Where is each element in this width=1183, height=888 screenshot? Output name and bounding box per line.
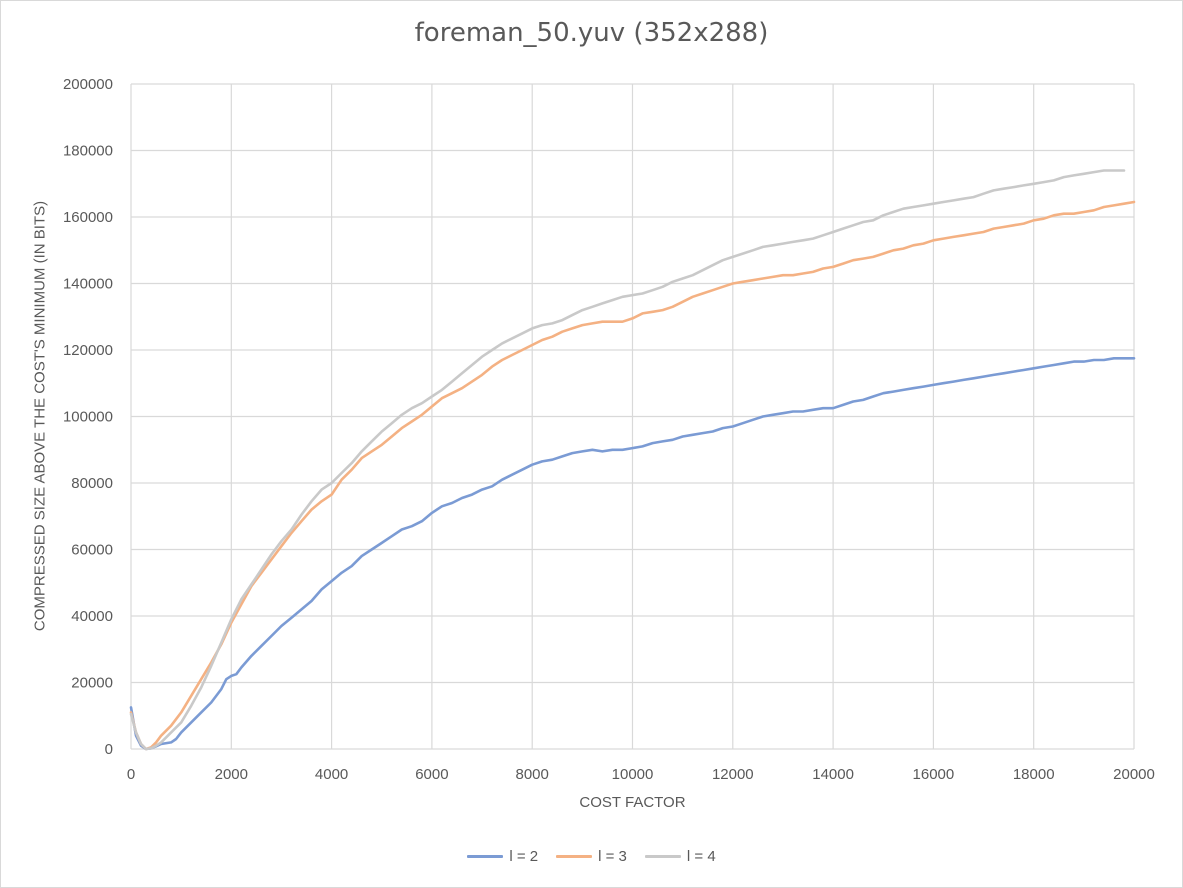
y-axis-title: COMPRESSED SIZE ABOVE THE COST'S MINIMUM… [31,200,49,632]
x-tick-label: 2000 [215,766,248,783]
y-tick-label: 120000 [63,342,113,359]
legend-swatch [644,855,681,858]
y-tick-label: 180000 [63,143,113,160]
y-tick-label: 100000 [63,409,113,426]
x-tick-label: 8000 [516,766,549,783]
legend-item: l = 2 [467,848,538,865]
y-tick-label: 60000 [71,542,113,559]
legend-label: l = 4 [686,848,716,865]
x-tick-label: 0 [127,766,135,783]
y-tick-label: 200000 [63,76,113,93]
gridlines [131,83,1135,749]
x-tick-label: 10000 [612,766,654,783]
x-tick-label: 12000 [712,766,754,783]
y-tick-label: 40000 [71,608,113,625]
legend: l = 2 l = 3 l = 4 [0,848,1183,865]
x-tick-label: 14000 [812,766,854,783]
x-tick-label: 16000 [913,766,955,783]
x-tick-label: 4000 [315,766,348,783]
y-tick-label: 80000 [71,475,113,492]
x-tick-label: 20000 [1113,766,1155,783]
series-line-1 [129,356,1136,751]
x-tick-label: 6000 [415,766,448,783]
series-line-2 [129,200,1136,751]
x-axis-title: COST FACTOR [579,794,686,811]
chart-title: foreman_50.yuv (352x288) [414,18,769,48]
legend-item: l = 3 [556,848,627,865]
y-tick-label: 160000 [63,209,113,226]
axes [130,84,1134,750]
legend-swatch [556,855,593,858]
y-tick-label: 0 [105,741,113,758]
series-lines [129,169,1136,751]
legend-item: l = 4 [644,848,716,865]
legend-swatch [467,855,504,858]
series-line-3 [129,169,1126,751]
x-tick-label: 18000 [1013,766,1055,783]
legend-label: l = 3 [598,848,627,865]
y-tick-label: 20000 [71,675,113,692]
tick-labels: 0200004000060000800001000001200001400001… [63,76,1155,783]
legend-label: l = 2 [509,848,539,865]
y-tick-label: 140000 [63,276,113,293]
